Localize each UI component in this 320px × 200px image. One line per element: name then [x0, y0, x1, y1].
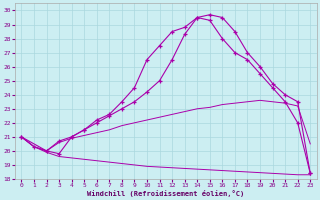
X-axis label: Windchill (Refroidissement éolien,°C): Windchill (Refroidissement éolien,°C)	[87, 190, 244, 197]
